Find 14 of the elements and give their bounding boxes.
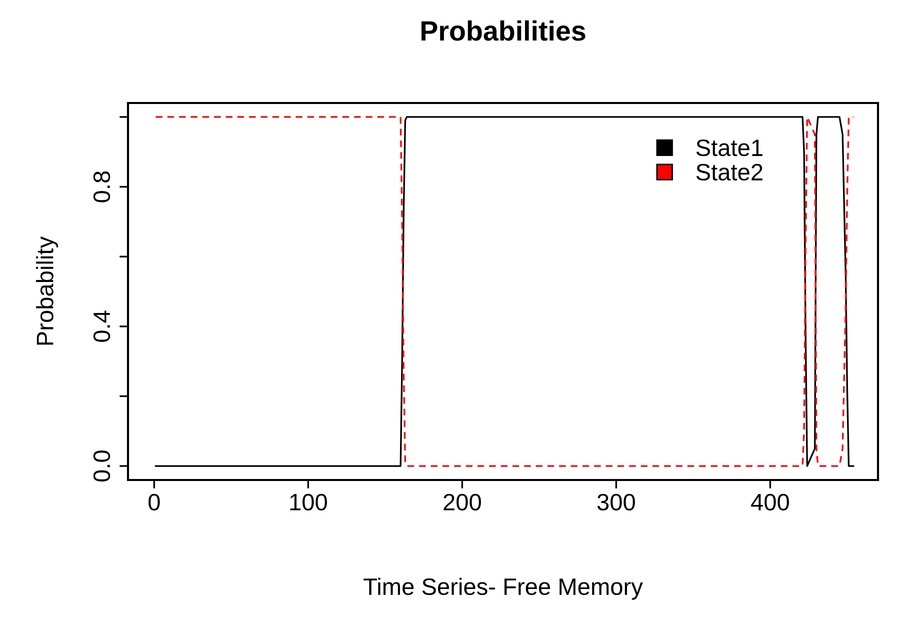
x-tick-label: 100 (290, 494, 327, 511)
y-tick-label: 0.0 (93, 450, 110, 482)
chart-title: Probabilities (422, 20, 586, 41)
y-axis-title: Probability (36, 236, 58, 345)
legend-label: State2 (696, 164, 762, 181)
y-tick-label: 0.4 (93, 310, 110, 342)
line-series (154, 116, 854, 467)
x-tick-label: 0 (148, 494, 160, 511)
y-tick-label: 0.8 (93, 171, 110, 202)
x-tick-label: 300 (597, 494, 635, 511)
x-tick-label: 200 (444, 494, 481, 511)
x-axis-title: Time Series- Free Memory (364, 578, 643, 600)
x-tick-label: 400 (751, 494, 789, 511)
legend-label: State1 (696, 139, 762, 156)
